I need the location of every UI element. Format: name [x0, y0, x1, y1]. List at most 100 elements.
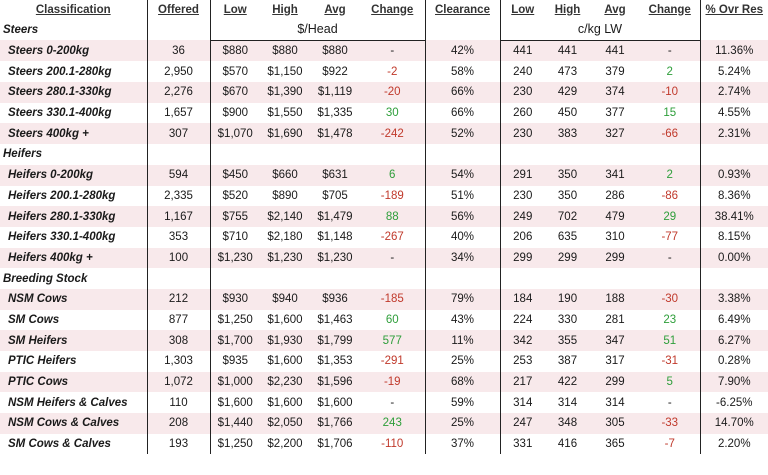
cell: 8.36%: [717, 189, 751, 202]
cell: 58%: [425, 61, 501, 83]
cell: [640, 144, 701, 165]
cell: 299: [590, 371, 640, 393]
cell: 4.55%: [717, 107, 751, 120]
cell: 281: [605, 313, 625, 326]
cell: 310: [605, 231, 625, 244]
cell: $1,690: [260, 123, 310, 145]
cell: 25%: [425, 413, 501, 434]
cell: 36: [147, 40, 211, 62]
cell: $1,250: [217, 313, 253, 326]
cell: -: [640, 247, 701, 269]
cell: [360, 144, 426, 165]
cell: [425, 268, 501, 289]
cell: 193: [147, 433, 211, 455]
cell: $2,230: [260, 371, 310, 393]
cell: $1,070: [210, 123, 260, 145]
cell: $2,140: [260, 206, 310, 227]
cell: 247: [500, 413, 545, 434]
cell: 1,167: [147, 206, 211, 227]
cell: 5.24%: [717, 65, 751, 78]
cell: [700, 19, 768, 40]
cell: 353: [147, 226, 211, 248]
cell: 37%: [425, 433, 501, 455]
cell: 60: [360, 309, 426, 331]
cell: 2.74%: [700, 82, 768, 103]
cell: $1,463: [317, 313, 353, 326]
cell: -189: [360, 185, 426, 207]
cell: 2,950: [147, 61, 211, 83]
data-row: PTIC Cows 1,072 $1,000 $2,230 $1,596 -19 68% 21…: [0, 371, 768, 393]
cell: -: [360, 247, 426, 269]
cell: 15: [640, 102, 701, 124]
cell: $450: [210, 164, 260, 186]
row-label: Heifers 280.1-330kg: [0, 206, 148, 227]
data-row: NSM Cows & Calves 208 $1,440 $2,050 $1,766 24…: [0, 413, 768, 434]
column-header: % Ovr Res: [705, 3, 764, 16]
cell: 11.36%: [700, 40, 768, 62]
cell: [500, 144, 545, 165]
cell: [545, 268, 590, 289]
cell: 2.20%: [717, 438, 751, 451]
cell: $1,766: [310, 413, 360, 434]
section-title: Steers: [0, 19, 148, 41]
cell: $1,230: [310, 247, 360, 269]
cell: $880: [260, 40, 310, 62]
data-row: Steers 400kg +307 $1,070 $1,690 $1,478 -242 5…: [0, 123, 768, 145]
cell: [590, 268, 640, 289]
cell: -10: [640, 82, 701, 103]
row-label: Heifers 330.1-400kg: [0, 226, 148, 248]
cell: $1,596: [310, 371, 360, 393]
cell: [210, 144, 260, 165]
data-row: SM Heifers 308 $1,700 $1,930 $1,799 577 11% 342…: [0, 330, 768, 351]
cell: -19: [360, 371, 426, 393]
row-label: PTIC Cows: [0, 371, 148, 393]
cell: 450: [557, 107, 578, 120]
cell: 0.00%: [700, 247, 768, 269]
cell: 260: [513, 107, 533, 120]
cell: 341: [590, 164, 640, 186]
cell: $936: [310, 288, 360, 310]
cell: $1,600: [317, 396, 353, 409]
cell: -110: [360, 433, 426, 455]
cell: -30: [640, 288, 701, 310]
cell: 230: [500, 123, 545, 145]
cell: 374: [590, 82, 640, 103]
column-header: Low: [223, 3, 247, 16]
cell: -242: [360, 123, 426, 145]
row-label: Heifers 400kg +: [0, 247, 148, 269]
column-header: Avg: [604, 3, 626, 16]
cell: 66%: [425, 102, 501, 124]
cell: 365: [605, 438, 625, 451]
cell: 299: [590, 247, 640, 269]
cell: $1,600: [217, 396, 253, 409]
cell: 54%: [425, 164, 501, 186]
cell: $880: [210, 40, 260, 62]
cell: 342: [500, 330, 545, 351]
cell: $922: [322, 65, 348, 78]
cell: 308: [147, 330, 211, 351]
cell: 314: [513, 396, 533, 409]
column-header: Classification: [0, 0, 148, 19]
cell: -: [360, 392, 426, 414]
cell: 350: [557, 189, 578, 202]
cell: $1,440: [210, 413, 260, 434]
data-row: Steers 330.1-400kg 1,657 $900 $1,550 $1,335 3…: [0, 102, 768, 124]
cell: $1,148: [317, 231, 353, 244]
cell: 42%: [425, 40, 501, 62]
cell: [147, 144, 211, 165]
cell: 317: [605, 355, 625, 368]
column-header: High: [554, 3, 581, 16]
cell: 307: [147, 123, 211, 145]
cell: 6.49%: [717, 313, 751, 326]
cell: 23: [640, 309, 701, 331]
cell: 702: [545, 206, 590, 227]
cell: 79%: [425, 288, 501, 310]
row-label: Steers 400kg +: [0, 123, 148, 145]
section-row: Steers $/Head c/kg LW: [0, 19, 768, 41]
data-row: Steers 280.1-330kg 2,276 $670 $1,390 $1,119-…: [0, 82, 768, 103]
data-row: Steers 0-200kg 36 $880 $880 $880-42% 441 441 44…: [0, 40, 768, 62]
cell: -66: [640, 123, 701, 145]
cell: $520: [222, 189, 249, 202]
cell: 305: [590, 413, 640, 434]
cell: [210, 268, 260, 289]
